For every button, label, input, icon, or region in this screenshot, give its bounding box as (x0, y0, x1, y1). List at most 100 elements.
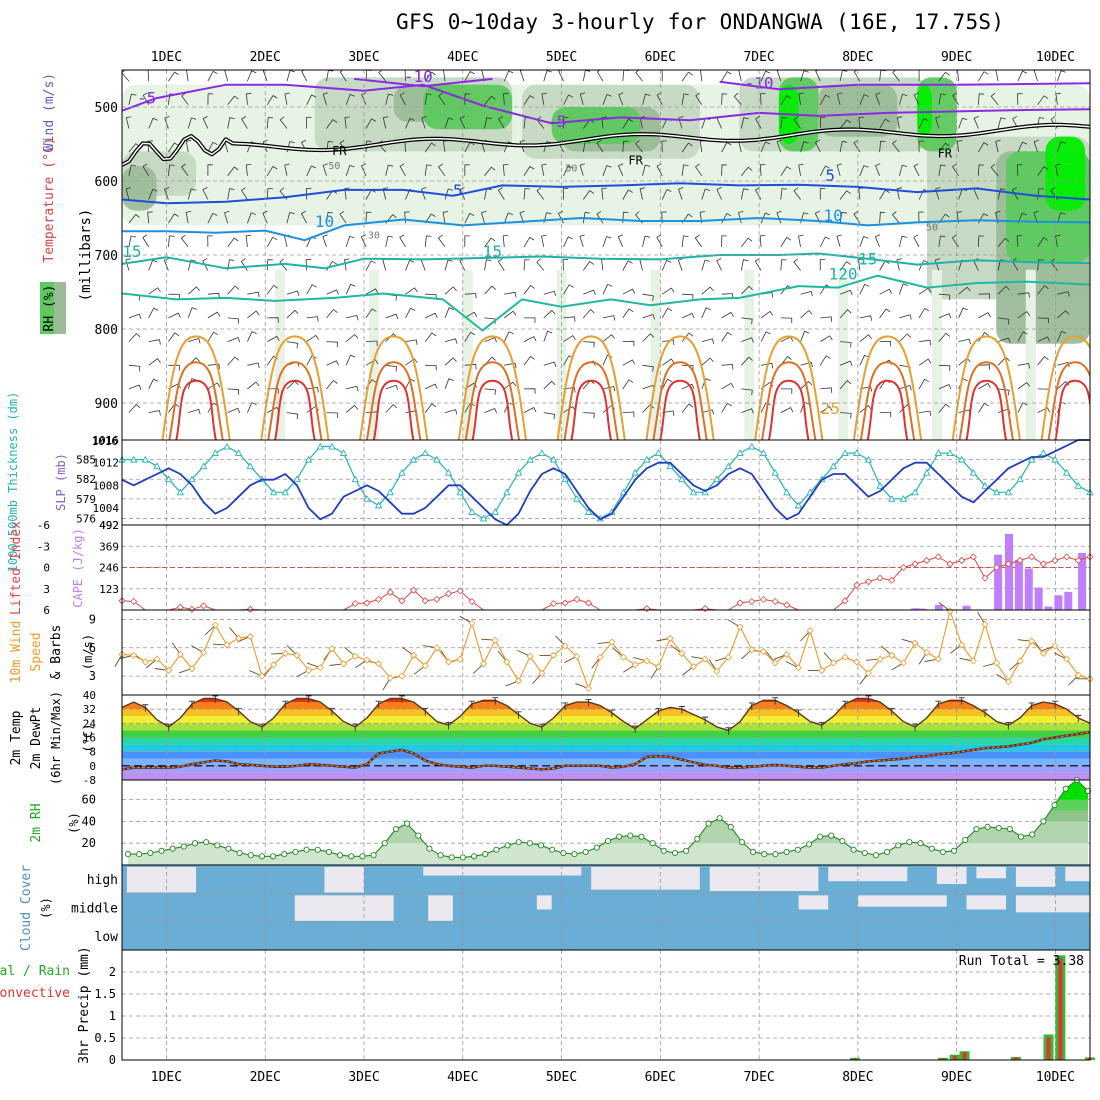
wind-barb (579, 92, 586, 105)
wind-barb (148, 410, 161, 416)
wind10-point (305, 667, 313, 674)
precip-axis-label: 3hr Precip (mm) (77, 946, 92, 1063)
wind-barb (1057, 291, 1070, 297)
thickness-point (141, 456, 149, 463)
thickness-point (561, 475, 569, 483)
wind-barb (207, 292, 220, 299)
wind-barb (122, 70, 130, 82)
wind-barb (524, 317, 536, 323)
wind-barb (780, 259, 787, 271)
wind-barb (497, 258, 505, 271)
wind-barb (815, 70, 821, 82)
t2m-minmax-bar (422, 707, 429, 716)
wind-barb (678, 116, 684, 129)
wind-barb (820, 387, 833, 393)
wind-barb (1055, 92, 1061, 105)
wind-barb (266, 166, 278, 177)
wind-barb (1017, 292, 1030, 298)
rh2m-point (616, 833, 623, 840)
thickness-point (200, 462, 208, 470)
wind-barb (128, 235, 136, 247)
wind-barb (425, 364, 437, 371)
rh2m-band-0 (128, 780, 1088, 844)
wind-barb (760, 212, 770, 224)
wind-barb (990, 163, 999, 177)
precip-conv-bar-6 (1058, 958, 1063, 1060)
wind-barb (859, 354, 870, 366)
wind-barb (716, 258, 722, 271)
wind-barb (484, 117, 492, 129)
wind-barb (662, 358, 675, 366)
wind-barb (819, 355, 831, 366)
temp-loop-1-2 (274, 379, 316, 440)
thickness-point (946, 449, 954, 457)
wind-barb (681, 235, 689, 247)
wind-barb (681, 93, 689, 105)
wind-barb (148, 259, 158, 271)
wind10-point (235, 634, 243, 642)
wind-barb (892, 140, 900, 153)
wind-barb (656, 234, 663, 248)
wind-barb (721, 382, 734, 390)
cloud-clear-0-1 (324, 867, 364, 893)
wind10-point (923, 649, 931, 656)
wind-barb (187, 117, 197, 129)
t2m-minmax-bar (562, 702, 569, 710)
wind10-point (969, 657, 977, 665)
rh2m-point (292, 848, 299, 855)
wind-barb (952, 163, 959, 177)
cape-bar-5 (1005, 533, 1014, 610)
wind-barb (582, 309, 595, 319)
wind-barb (1037, 237, 1049, 248)
wind-barb (839, 380, 852, 390)
wind-barb (563, 236, 573, 248)
wind-barb (267, 317, 279, 323)
wind-barb (839, 119, 852, 129)
thickness-point (923, 469, 931, 476)
wind-barb (224, 70, 229, 82)
lifted-index-point (410, 586, 417, 594)
rh2m-point (694, 835, 701, 842)
wind-barb (484, 166, 496, 177)
wind-barb (721, 235, 727, 247)
pressure-axis-label: (millibars) (78, 209, 94, 302)
rh2m-point (660, 847, 667, 854)
thickness-point (841, 449, 849, 457)
wind-barb (859, 315, 872, 321)
lifted-index-point (1063, 553, 1071, 561)
wind-barb (935, 187, 941, 200)
wind-barb (128, 93, 137, 105)
wind-barb (701, 307, 711, 319)
wind-barb (1017, 141, 1028, 153)
wind-barb (424, 235, 432, 247)
rh2m-point (482, 851, 489, 858)
wind-barb (661, 70, 668, 82)
wind-barb (582, 70, 591, 82)
wind-barb (187, 307, 197, 319)
wind10-point (375, 660, 382, 668)
li-tick-0: 0 (43, 562, 50, 575)
t2m-minmax-bar (935, 700, 942, 709)
pressure-tick-900: 900 (95, 397, 118, 412)
rh2m-band-2 (128, 780, 1088, 811)
t2m-band-2 (122, 758, 1090, 766)
cape-bar-4 (994, 554, 1003, 610)
wind-barb (740, 188, 749, 200)
cape-bar-2 (934, 604, 943, 610)
thickness-point (410, 456, 418, 463)
wind-barb (306, 284, 317, 295)
wind10-point (398, 672, 406, 680)
rh2m-point (683, 847, 690, 854)
isotherm-label-10: 10 (824, 206, 843, 225)
wind-barb (601, 258, 607, 271)
lifted-index-point (701, 605, 709, 612)
wind-barb (721, 71, 732, 82)
wind-barb (956, 140, 963, 153)
wind-barb (740, 117, 749, 129)
rh2m-point (906, 839, 913, 846)
thickness-point (538, 449, 546, 457)
wind-barb (424, 164, 432, 176)
cape-bar-11 (1064, 591, 1073, 610)
rh2m-point (158, 847, 165, 854)
